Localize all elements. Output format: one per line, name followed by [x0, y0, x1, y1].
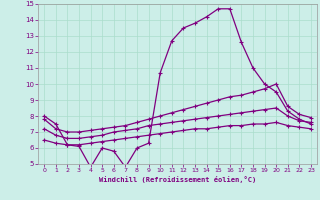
- X-axis label: Windchill (Refroidissement éolien,°C): Windchill (Refroidissement éolien,°C): [99, 176, 256, 183]
